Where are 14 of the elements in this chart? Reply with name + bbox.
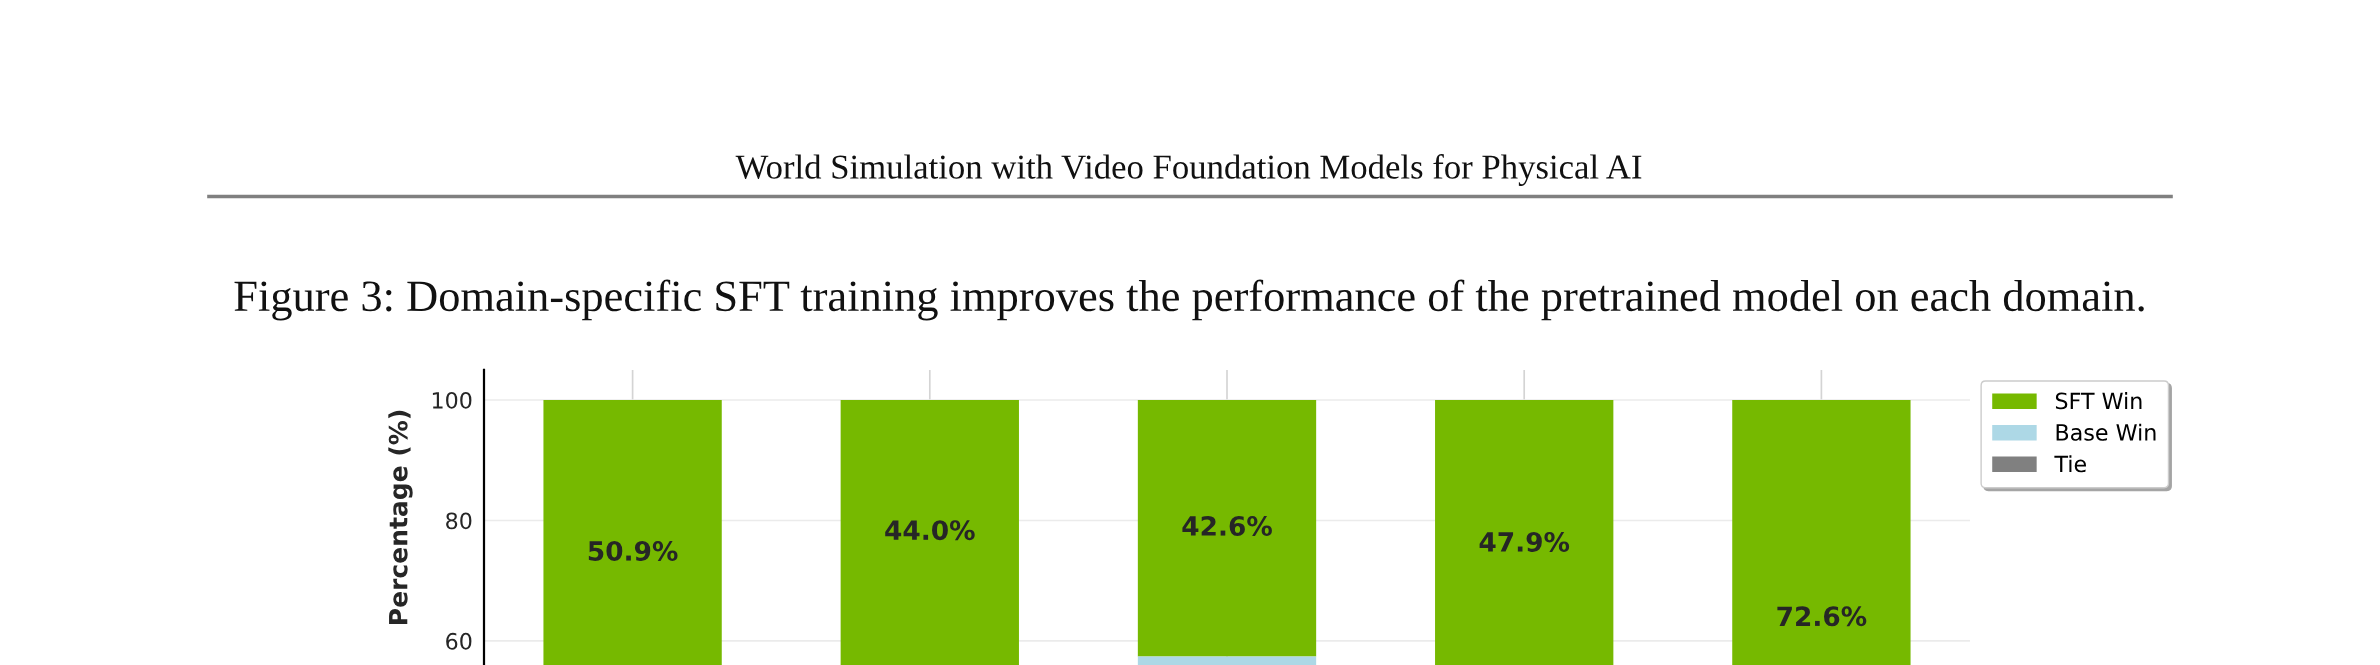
legend-label: Tie <box>2054 455 2086 473</box>
data-label: 42.6% <box>1182 515 1272 536</box>
y-tick-label: 60 <box>446 632 472 650</box>
chart-title: Figure 3: Domain-specific SFT training improves the performance of the pretrained model on each domain. <box>234 279 2144 321</box>
data-label: 44.0% <box>885 520 975 541</box>
data-label: 47.9% <box>1479 531 1570 552</box>
data-label: 72.6% <box>1777 606 1867 627</box>
y-axis-title: Percentage (%) <box>388 410 413 624</box>
y-tick-label: 80 <box>446 512 472 530</box>
legend-label: Base Win <box>2056 423 2156 441</box>
legend-label: SFT Win <box>2055 392 2142 410</box>
data-label: 50.9% <box>588 540 678 561</box>
y-tick-label: 100 <box>432 391 472 409</box>
text: World Simulation with Video Foundation Models for Physical AI <box>735 154 1642 186</box>
